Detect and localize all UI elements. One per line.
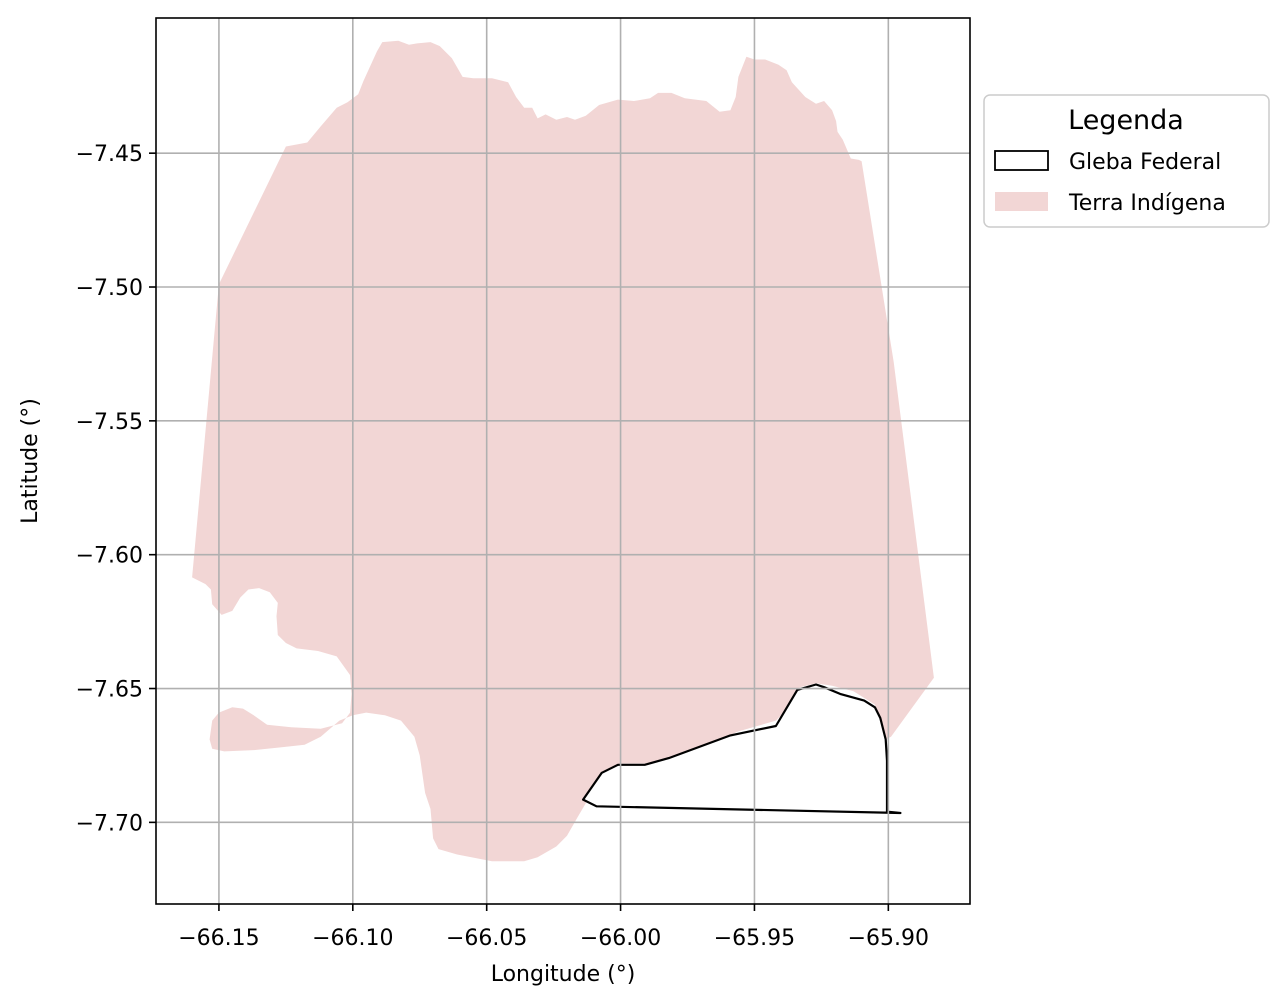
grid-lines — [156, 18, 970, 904]
x-axis-label: Longitude (°) — [491, 962, 636, 987]
y-tick-label-0: −7.45 — [76, 142, 143, 167]
map-layers — [192, 40, 934, 862]
legend-frame — [983, 94, 1270, 228]
y-axis-ticks: −7.45 −7.50 −7.55 −7.60 −7.65 −7.70 — [76, 142, 156, 836]
legend-swatch-terra-indigena — [995, 192, 1048, 211]
x-tick-label-1: −66.10 — [312, 926, 393, 951]
x-axis-ticks: −66.15 −66.10 −66.05 −66.00 −65.95 −65.90 — [178, 904, 929, 951]
x-tick-label-5: −65.90 — [848, 926, 929, 951]
y-tick-label-4: −7.65 — [76, 678, 143, 703]
legend: Legenda Gleba Federal Terra Indígena — [983, 94, 1270, 228]
layer-terra-ind-gena — [192, 40, 934, 862]
legend-label-terra-indigena: Terra Indígena — [1068, 191, 1226, 216]
x-tick-label-2: −66.05 — [446, 926, 527, 951]
y-tick-label-3: −7.60 — [76, 544, 143, 569]
plot-frame — [155, 17, 971, 905]
x-tick-label-3: −66.00 — [580, 926, 661, 951]
layer-gleba-federal — [581, 683, 902, 815]
legend-label-gleba-federal: Gleba Federal — [1069, 150, 1221, 175]
y-tick-label-1: −7.50 — [76, 276, 143, 301]
legend-title: Legenda — [1068, 105, 1184, 136]
y-axis-label: Latitude (°) — [18, 398, 43, 524]
y-tick-label-5: −7.70 — [76, 811, 143, 836]
x-tick-label-4: −65.95 — [714, 926, 795, 951]
legend-swatch-gleba-federal — [994, 150, 1049, 171]
y-tick-label-2: −7.55 — [76, 410, 143, 435]
x-tick-label-0: −66.15 — [178, 926, 259, 951]
